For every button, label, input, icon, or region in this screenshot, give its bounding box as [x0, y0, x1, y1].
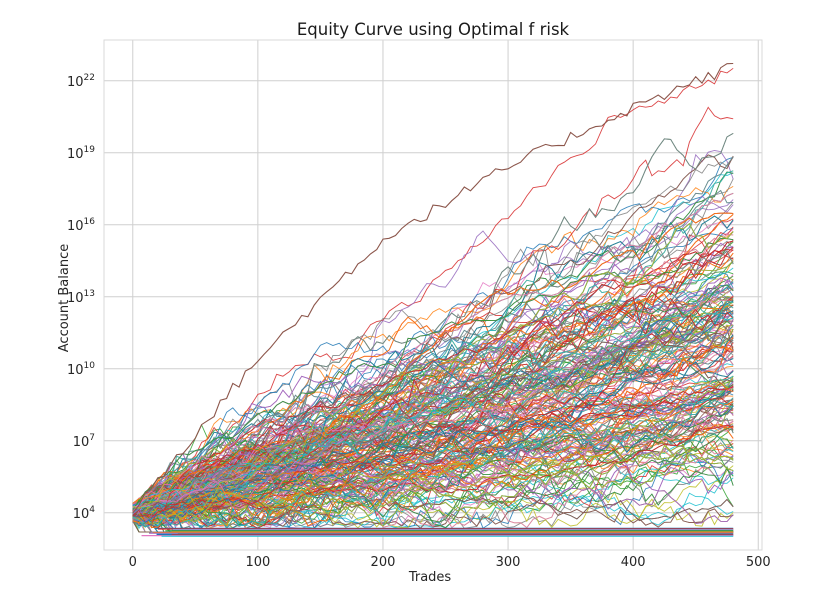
x-tick-label: 400: [621, 555, 646, 570]
equity-series-line: [132, 354, 734, 524]
equity-series-line: [132, 344, 734, 514]
chart-title: Equity Curve using Optimal f risk: [297, 20, 570, 39]
y-tick-label: 104: [73, 505, 96, 522]
equity-series-line: [132, 332, 734, 518]
equity-series-line: [132, 382, 734, 524]
x-tick-label: 200: [371, 555, 396, 570]
equity-series-line: [132, 67, 734, 519]
equity-series-line: [132, 397, 734, 529]
equity-series-line: [132, 333, 734, 510]
x-tick-label: 0: [129, 555, 137, 570]
x-tick-label: 500: [746, 555, 771, 570]
equity-series-line: [132, 387, 734, 509]
best-equity-series-line: [132, 62, 734, 514]
equity-series-group: [132, 62, 734, 537]
equity-series-line: [132, 425, 734, 527]
equity-series-line: [132, 323, 734, 518]
plot-frame: [103, 39, 763, 551]
equity-series-line: [132, 386, 734, 518]
y-tick-label: 107: [73, 433, 95, 450]
equity-series-line: [132, 246, 734, 518]
y-tick-label: 1013: [67, 289, 95, 306]
y-tick-label: 1019: [67, 145, 95, 162]
equity-series-line: [132, 451, 734, 529]
equity-series-line: [132, 453, 734, 526]
y-tick-label: 1010: [67, 361, 95, 378]
equity-series-line: [132, 447, 734, 524]
equity-series-line: [132, 385, 734, 527]
equity-series-line: [132, 237, 734, 510]
equity-series-line: [132, 287, 734, 513]
grid: [104, 40, 762, 550]
equity-series-line: [132, 308, 734, 527]
equity-series-line: [132, 312, 734, 510]
equity-series-line: [132, 319, 734, 521]
x-tick-label: 300: [496, 555, 521, 570]
equity-series-line: [132, 295, 734, 516]
equity-series-line: [132, 212, 734, 504]
x-axis-label: Trades: [408, 570, 452, 585]
x-axis-ticks: 0 100 200 300 400 500: [129, 555, 771, 570]
equity-series-line: [132, 326, 734, 516]
equity-series-line: [132, 355, 734, 521]
equity-series-line: [132, 240, 734, 511]
y-axis-label: Account Balance: [57, 244, 72, 352]
equity-series-line: [132, 249, 734, 517]
equity-series-line: [132, 233, 734, 514]
equity-series-line: [132, 189, 734, 506]
equity-series-line: [132, 406, 734, 527]
equity-series-line: [132, 178, 734, 520]
equity-series-line: [132, 232, 734, 518]
y-tick-label: 1022: [67, 73, 95, 90]
equity-series-line: [132, 405, 734, 517]
equity-series-line: [132, 348, 734, 506]
equity-series-line: [132, 493, 734, 522]
equity-series-line: [132, 398, 734, 529]
equity-series-line: [132, 222, 734, 512]
equity-series-line: [132, 348, 734, 518]
y-tick-label: 1016: [67, 217, 95, 234]
y-axis-ticks: 104 107 1010 1013 1016 1019 1022: [67, 73, 95, 522]
equity-series-line: [132, 302, 734, 514]
x-tick-label: 100: [245, 555, 270, 570]
